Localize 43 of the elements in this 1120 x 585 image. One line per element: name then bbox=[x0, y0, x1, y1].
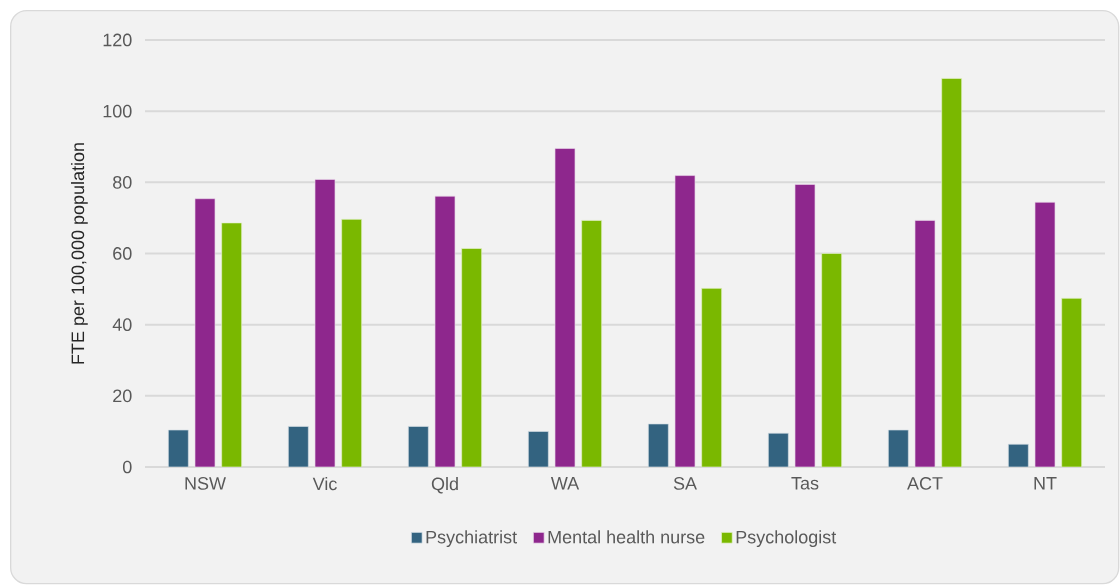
bar bbox=[648, 423, 669, 467]
x-tick-label: NSW bbox=[185, 477, 226, 490]
bar bbox=[167, 429, 189, 467]
y-tick-label: 40 bbox=[112, 318, 132, 332]
x-tick-label: NT bbox=[1034, 477, 1057, 490]
y-tick-label: 20 bbox=[113, 389, 132, 403]
bar bbox=[434, 195, 456, 467]
legend-label: Psychologist bbox=[736, 530, 837, 548]
y-tick-label: 0 bbox=[122, 460, 132, 474]
bar bbox=[407, 426, 429, 467]
y-tick-label: 120 bbox=[103, 33, 132, 47]
bar bbox=[341, 219, 363, 467]
y-tick-label: 80 bbox=[113, 175, 132, 189]
y-axis-title: FTE per 100,000 population bbox=[70, 143, 88, 364]
x-tick-label: SA bbox=[673, 477, 697, 490]
bar bbox=[888, 429, 909, 467]
x-tick-label: Qld bbox=[431, 477, 458, 494]
x-tick-label: Tas bbox=[791, 477, 819, 490]
bar bbox=[581, 220, 603, 467]
bar bbox=[1008, 443, 1029, 467]
bar bbox=[1061, 297, 1083, 467]
bar bbox=[914, 220, 936, 467]
legend-label: Mental health nurse bbox=[548, 530, 705, 544]
bar bbox=[768, 432, 789, 467]
bar bbox=[194, 198, 216, 467]
bar bbox=[287, 426, 309, 467]
legend-label: Psychiatrist bbox=[426, 530, 517, 548]
bar bbox=[821, 253, 843, 467]
x-tick-label: WA bbox=[550, 477, 580, 490]
bar bbox=[1034, 201, 1056, 467]
bar bbox=[554, 148, 576, 467]
y-tick-label: 60 bbox=[113, 247, 132, 260]
bar bbox=[701, 288, 723, 467]
x-tick-label: ACT bbox=[907, 477, 943, 490]
bar bbox=[461, 248, 483, 467]
bar bbox=[941, 78, 963, 467]
y-tick-label: 100 bbox=[103, 104, 132, 118]
bar bbox=[527, 431, 549, 467]
x-tick-label: Vic bbox=[312, 477, 337, 491]
bar bbox=[674, 175, 696, 467]
bar bbox=[794, 184, 816, 467]
bar bbox=[221, 222, 243, 467]
bar bbox=[314, 179, 336, 467]
